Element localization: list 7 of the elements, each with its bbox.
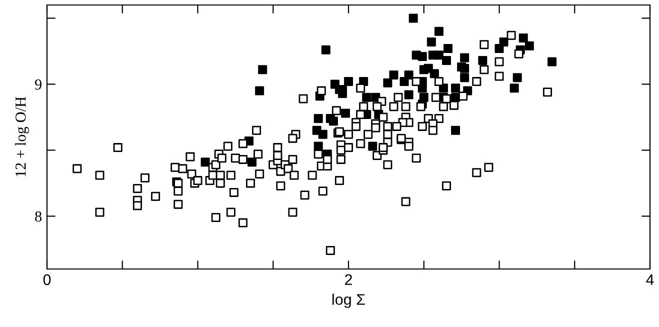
y-tick-label: 9 (34, 79, 42, 90)
y-tick-label: 8 (35, 211, 42, 222)
x-axis-title: log Σ (332, 294, 365, 308)
x-tick-label: 2 (345, 274, 352, 285)
x-tick-label: 4 (646, 274, 654, 285)
y-axis-title: 12 + log O/H (15, 96, 29, 176)
x-tick-label: 0 (43, 274, 51, 286)
